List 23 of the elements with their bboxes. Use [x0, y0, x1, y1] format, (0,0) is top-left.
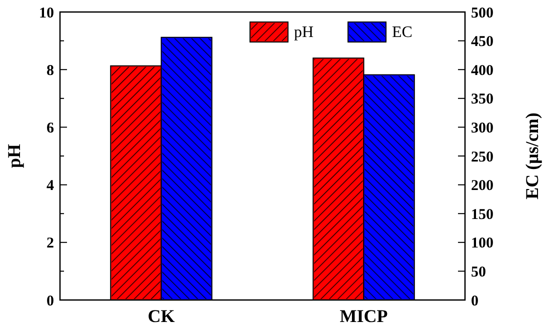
- y2-tick-label: 350: [471, 92, 494, 108]
- y-tick-label: 2: [46, 236, 54, 252]
- y-tick-label: 10: [39, 5, 54, 22]
- y2-tick-label: 50: [471, 264, 486, 280]
- x-tick-label: CK: [148, 306, 175, 326]
- y2-tick-label: 300: [471, 120, 494, 136]
- y-tick-label: 0: [46, 293, 54, 310]
- y2-tick-label: 200: [471, 178, 494, 194]
- y2-tick-label: 150: [471, 206, 494, 223]
- y-tick-label: 6: [46, 120, 54, 136]
- y2-tick-label: 450: [471, 34, 494, 50]
- y-axis-title: pH: [4, 144, 24, 168]
- y2-tick-label: 0: [471, 293, 478, 310]
- y2-tick-label: 250: [471, 149, 494, 166]
- y2-tick-label: 400: [471, 62, 494, 79]
- y-tick-label: 4: [46, 178, 54, 194]
- legend-label: pH: [294, 24, 314, 41]
- y2-tick-label: 100: [471, 236, 494, 252]
- legend-label: EC: [392, 24, 412, 41]
- y2-tick-label: 500: [471, 5, 494, 22]
- y-tick-label: 8: [46, 62, 54, 79]
- x-tick-label: MICP: [340, 306, 388, 326]
- y2-axis-title: EC (μs/cm): [522, 112, 542, 200]
